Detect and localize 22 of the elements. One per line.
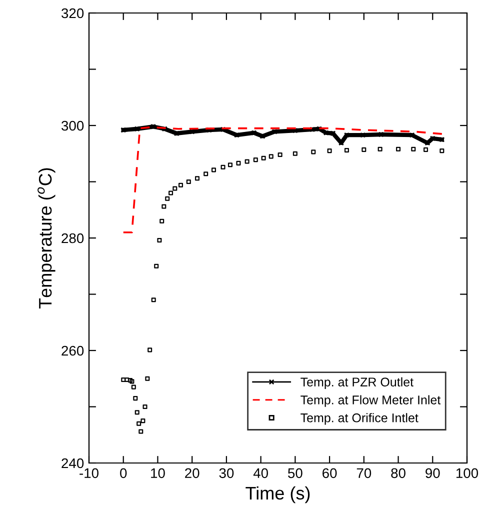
x-tick-label: 20 — [185, 468, 200, 478]
x-tick-label: -10 — [80, 468, 98, 478]
y-tick-label: 320 — [62, 8, 84, 18]
x-tick-label: 50 — [288, 468, 302, 478]
legend-label: Temp. at PZR Outlet — [300, 377, 414, 389]
x-tick-label: 90 — [426, 468, 440, 478]
x-tick-label: 30 — [219, 468, 234, 478]
legend-label: Temp. at Flow Meter Inlet — [300, 395, 441, 407]
y-tick-label: 260 — [62, 346, 84, 356]
y-tick-label: 280 — [62, 233, 84, 244]
y-tick-label: 300 — [62, 120, 84, 131]
x-tick-label: 0 — [120, 468, 127, 478]
x-tick-label: 70 — [356, 468, 372, 478]
y-tick-label: 240 — [62, 458, 84, 468]
y-axis-title: Temperature ($^{o}$C) — [38, 168, 56, 309]
x-tick-label: 100 — [456, 468, 478, 478]
x-tick-label: 60 — [322, 468, 337, 478]
x-tick-label: 40 — [253, 468, 268, 478]
x-tick-label: 80 — [391, 468, 406, 478]
x-tick-label: 10 — [151, 468, 165, 478]
x-axis-title: Time (s) — [246, 486, 310, 504]
legend-label: Temp. at Orifice Intlet — [300, 413, 418, 425]
